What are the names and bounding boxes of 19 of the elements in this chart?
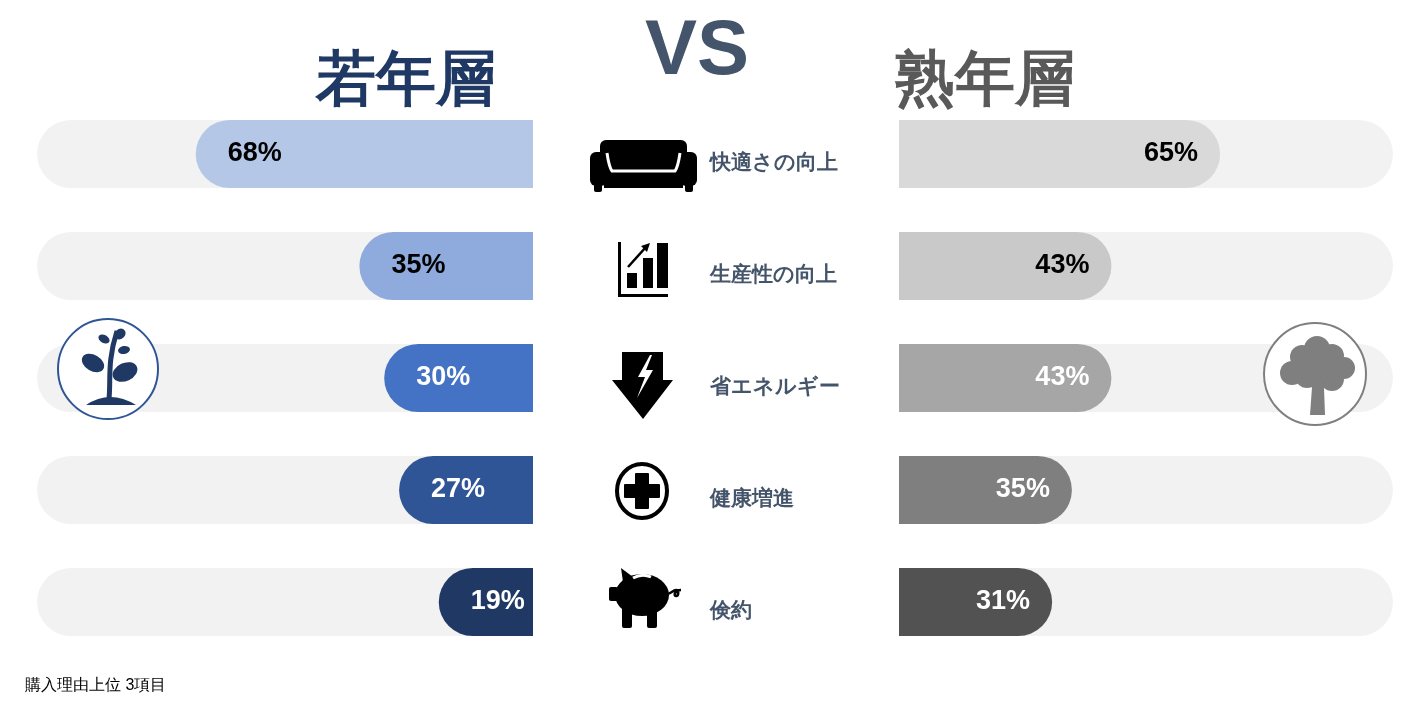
data-label: 35% [391, 249, 446, 279]
y-tick-label: 倹約 [709, 597, 752, 621]
chart-title: 熟年層 [894, 45, 1076, 112]
data-label: 27% [431, 473, 486, 503]
data-label: 30% [416, 361, 471, 391]
data-label: 35% [995, 473, 1050, 503]
y-tick-label: 快適さの向上 [708, 149, 838, 173]
y-tick-label: 生産性の向上 [709, 261, 837, 285]
data-label: 43% [1035, 249, 1090, 279]
y-tick-label: 省エネルギー [709, 373, 840, 397]
y-tick-label: 健康増進 [709, 485, 794, 509]
data-label: 43% [1035, 361, 1090, 391]
data-label: 68% [227, 137, 282, 167]
data-label: 19% [470, 585, 525, 615]
data-label: 65% [1144, 137, 1199, 167]
text: 購入理由上位 3項目 [25, 676, 168, 693]
data-label: 31% [976, 585, 1031, 615]
chart-title: 若年層 [314, 45, 497, 112]
text: VS [643, 3, 751, 91]
